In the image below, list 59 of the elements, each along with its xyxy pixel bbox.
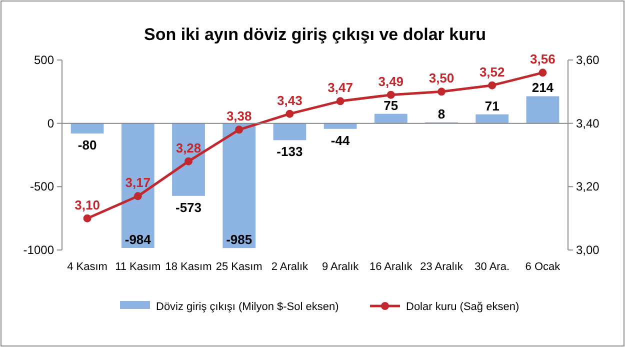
data-label: 3,50: [428, 70, 454, 86]
x-tick-label: 23 Aralık: [420, 261, 464, 273]
data-label: 71: [484, 98, 500, 114]
data-label: -133: [276, 144, 303, 160]
data-label: 75: [384, 98, 398, 113]
data-label: -984: [124, 232, 152, 247]
x-tick-label: 2 Aralık: [271, 261, 309, 273]
bar: [222, 123, 256, 248]
x-tick-label: 6 Ocak: [525, 261, 561, 273]
data-label: 3,52: [479, 64, 505, 80]
data-label: 3,49: [378, 74, 404, 89]
data-label: 3,56: [530, 52, 556, 67]
point: [336, 97, 344, 106]
x-tick-label: 16 Aralık: [369, 261, 413, 273]
point: [134, 192, 142, 200]
data-label: 3,10: [74, 197, 100, 212]
data-label: -80: [78, 137, 97, 152]
x-tick-label: 18 Kasım: [165, 261, 212, 273]
x-tick-label: 25 Kasım: [216, 261, 262, 273]
y-tick-label: -1000: [23, 243, 54, 257]
data-label: 3,47: [328, 80, 353, 96]
point: [538, 68, 547, 77]
bar: [476, 114, 509, 124]
bar: [526, 96, 560, 124]
point: [386, 90, 395, 99]
y-tick-label: -500: [30, 180, 54, 194]
y-tick-label: 0: [47, 116, 54, 130]
legend-label: Dolar kuru (Sağ eksen): [406, 301, 520, 313]
point: [488, 81, 496, 90]
bar: [70, 123, 104, 134]
data-label: -985: [226, 232, 252, 248]
data-label: 8: [438, 106, 446, 122]
y-tick-label: 500: [34, 53, 54, 67]
x-tick-label: 4 Kasım: [67, 261, 108, 273]
data-label: 214: [532, 80, 554, 96]
point: [83, 214, 92, 222]
y2-tick-label: 3,40: [576, 116, 600, 130]
bar: [172, 123, 205, 196]
y2-tick-label: 3,60: [576, 53, 600, 67]
y2-tick-label: 3,20: [576, 180, 600, 194]
point: [184, 157, 192, 166]
bar: [374, 114, 408, 124]
x-tick-label: 11 Kasım: [115, 261, 161, 273]
x-tick-label: 9 Aralık: [322, 261, 360, 273]
legend-label: Döviz giriş çıkışı (Milyon $-Sol eksen): [156, 301, 339, 313]
x-tick-label: 30 Ara.: [474, 261, 510, 273]
data-label: 3,43: [277, 92, 302, 108]
point: [438, 88, 446, 96]
chart-title: Son iki ayın döviz giriş çıkışı ve dolar kuru: [144, 25, 486, 44]
bar: [273, 123, 306, 140]
y2-tick-label: 3,00: [576, 243, 600, 257]
bar: [121, 123, 154, 248]
data-label: -573: [175, 200, 202, 215]
point: [286, 110, 294, 118]
data-label: 3,38: [226, 108, 252, 124]
data-label: -44: [330, 132, 350, 148]
data-label: 3,17: [125, 175, 151, 190]
data-label: 3,28: [176, 140, 202, 156]
point: [235, 126, 244, 134]
